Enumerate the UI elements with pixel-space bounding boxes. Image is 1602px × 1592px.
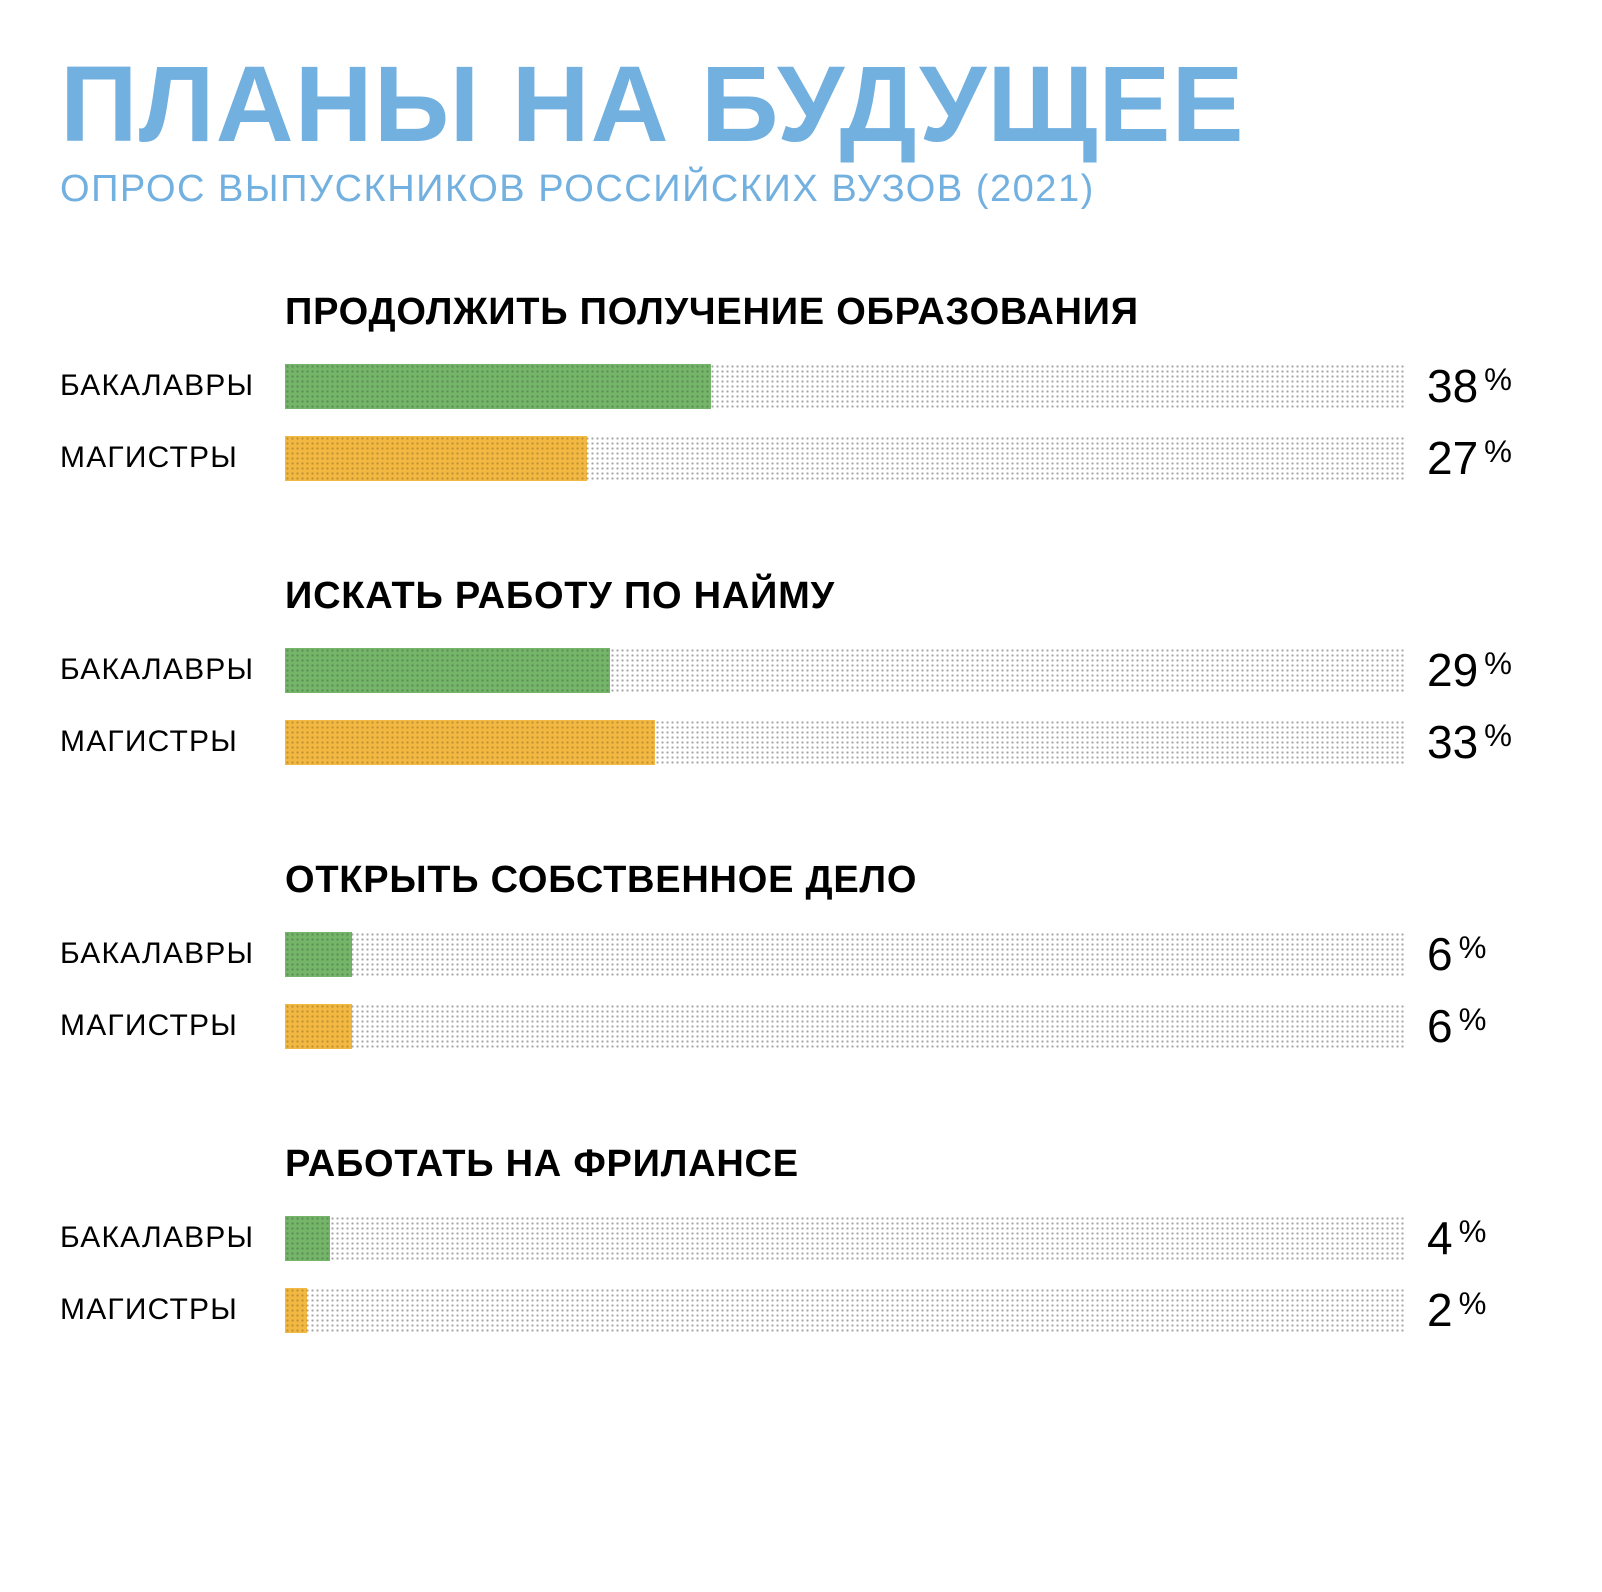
bar-fill: [285, 1216, 330, 1261]
bar-label: МАГИСТРЫ: [60, 1293, 285, 1327]
bar-label: МАГИСТРЫ: [60, 725, 285, 759]
chart-section: ПРОДОЛЖИТЬ ПОЛУЧЕНИЕ ОБРАЗОВАНИЯ БАКАЛАВР…: [60, 291, 1542, 485]
section-title: ИСКАТЬ РАБОТУ ПО НАЙМУ: [285, 575, 1542, 618]
section-title: РАБОТАТЬ НА ФРИЛАНСЕ: [285, 1143, 1542, 1186]
chart-section: РАБОТАТЬ НА ФРИЛАНСЕ БАКАЛАВРЫ 4% МАГИСТРЫ 2…: [60, 1143, 1542, 1337]
section-title: ПРОДОЛЖИТЬ ПОЛУЧЕНИЕ ОБРАЗОВАНИЯ: [285, 291, 1542, 334]
bar-fill: [285, 1288, 307, 1333]
bar-row-bachelors: БАКАЛАВРЫ 6%: [60, 927, 1542, 981]
bar-label: МАГИСТРЫ: [60, 1009, 285, 1043]
bar-value: 33%: [1427, 715, 1542, 769]
bar-value: 38%: [1427, 359, 1542, 413]
bar-fill: [285, 1004, 352, 1049]
subtitle: ОПРОС ВЫПУСКНИКОВ РОССИЙСКИХ ВУЗОВ (2021…: [60, 168, 1542, 211]
bar-row-bachelors: БАКАЛАВРЫ 4%: [60, 1211, 1542, 1265]
bar-label: МАГИСТРЫ: [60, 441, 285, 475]
bar-value: 6%: [1427, 927, 1542, 981]
bar-fill: [285, 436, 587, 481]
bar-row-masters: МАГИСТРЫ 2%: [60, 1283, 1542, 1337]
bar-track: [285, 1216, 1405, 1261]
bar-fill: [285, 364, 711, 409]
bar-value: 27%: [1427, 431, 1542, 485]
bar-track: [285, 436, 1405, 481]
main-title: ПЛАНЫ НА БУДУЩЕЕ: [60, 50, 1542, 158]
bar-row-masters: МАГИСТРЫ 27%: [60, 431, 1542, 485]
bar-track: [285, 1004, 1405, 1049]
bar-row-masters: МАГИСТРЫ 6%: [60, 999, 1542, 1053]
bar-value: 4%: [1427, 1211, 1542, 1265]
bar-row-bachelors: БАКАЛАВРЫ 38%: [60, 359, 1542, 413]
bar-row-bachelors: БАКАЛАВРЫ 29%: [60, 643, 1542, 697]
bar-track: [285, 364, 1405, 409]
bar-track: [285, 720, 1405, 765]
bar-value: 29%: [1427, 643, 1542, 697]
bar-track: [285, 648, 1405, 693]
bar-track: [285, 1288, 1405, 1333]
bar-fill: [285, 648, 610, 693]
bar-fill: [285, 932, 352, 977]
chart-section: ИСКАТЬ РАБОТУ ПО НАЙМУ БАКАЛАВРЫ 29% МАГИСТ…: [60, 575, 1542, 769]
bar-track: [285, 932, 1405, 977]
bar-row-masters: МАГИСТРЫ 33%: [60, 715, 1542, 769]
bar-value: 6%: [1427, 999, 1542, 1053]
bar-fill: [285, 720, 655, 765]
bar-label: БАКАЛАВРЫ: [60, 653, 285, 687]
chart-container: ПРОДОЛЖИТЬ ПОЛУЧЕНИЕ ОБРАЗОВАНИЯ БАКАЛАВР…: [60, 291, 1542, 1337]
bar-label: БАКАЛАВРЫ: [60, 369, 285, 403]
bar-label: БАКАЛАВРЫ: [60, 937, 285, 971]
bar-value: 2%: [1427, 1283, 1542, 1337]
bar-label: БАКАЛАВРЫ: [60, 1221, 285, 1255]
section-title: ОТКРЫТЬ СОБСТВЕННОЕ ДЕЛО: [285, 859, 1542, 902]
chart-section: ОТКРЫТЬ СОБСТВЕННОЕ ДЕЛОБАКАЛАВРЫ6%МАГИС…: [60, 859, 1542, 1053]
